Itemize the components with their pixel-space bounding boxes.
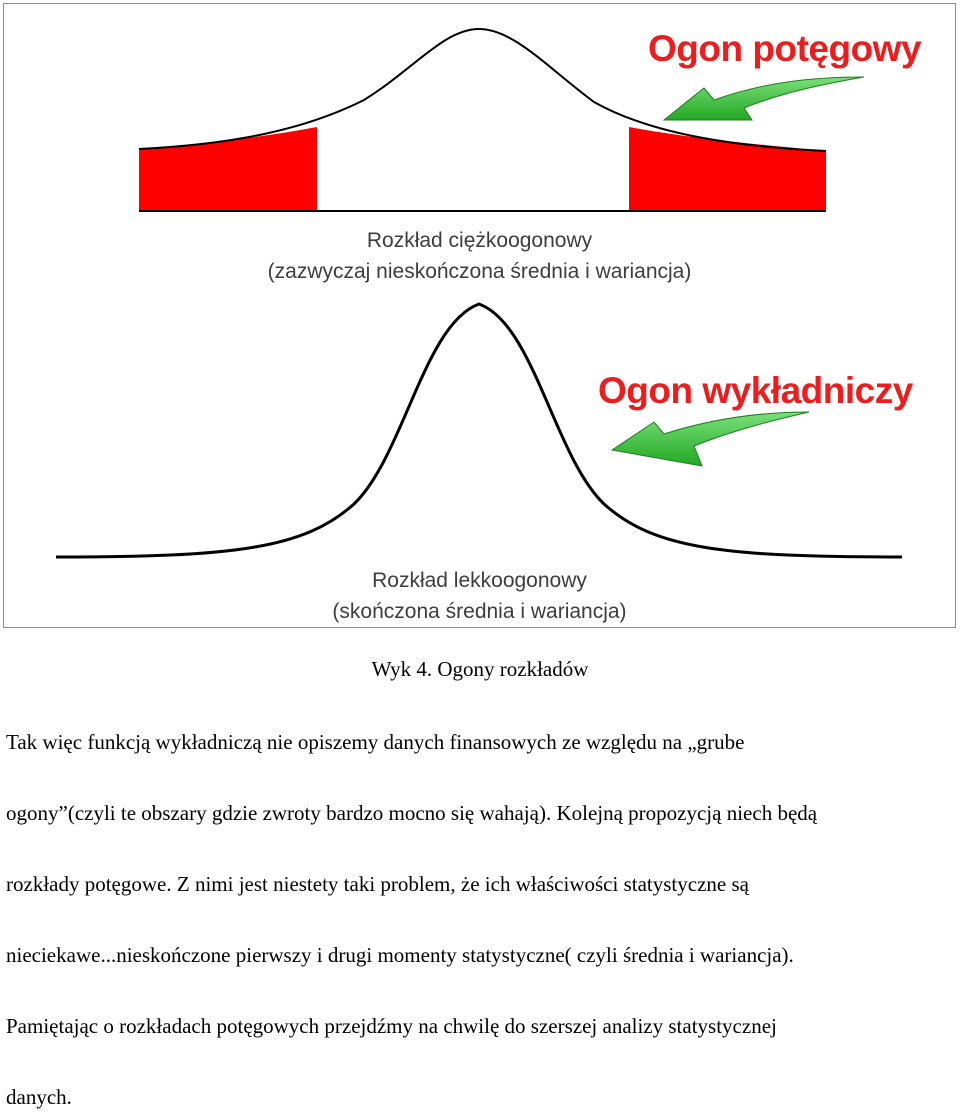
heavy-tail-curve bbox=[138, 27, 827, 152]
tails-illustration bbox=[55, 27, 903, 559]
arrow-icon bbox=[662, 76, 865, 121]
arrow-icon bbox=[610, 411, 810, 467]
heavy-tail-caption-line2: (zazwyczaj nieskończona średnia i warian… bbox=[267, 260, 692, 283]
light-tail-caption-line2: (skończona średnia i wariancja) bbox=[332, 600, 627, 623]
paragraph-line: rozkłady potęgowe. Z nimi jest niestety … bbox=[6, 872, 749, 896]
paragraph-line: Tak więc funkcją wykładniczą nie opiszem… bbox=[6, 730, 745, 754]
light-tail-title: Ogon wykładniczy bbox=[598, 370, 913, 411]
light-tail-curve bbox=[55, 302, 903, 559]
heavy-tail-title: Ogon potęgowy bbox=[648, 28, 922, 69]
paragraph-line: nieciekawe...nieskończone pierwszy i dru… bbox=[6, 943, 794, 967]
figure-caption: Wyk 4. Ogony rozkładów bbox=[371, 657, 589, 681]
right-heavy-tail-fill bbox=[629, 127, 826, 211]
light-tail-caption-line1: Rozkład lekkoogonowy bbox=[372, 569, 587, 592]
paragraph-line: ogony”(czyli te obszary gdzie zwroty bar… bbox=[6, 801, 818, 825]
heavy-tail-caption-line1: Rozkład ciężkoogonowy bbox=[366, 229, 593, 252]
paragraph-line: Pamiętając o rozkładach potęgowych przej… bbox=[6, 1014, 777, 1038]
left-heavy-tail-fill bbox=[139, 127, 317, 211]
distribution-figure: Ogon potęgowy Rozkład ciężkoogonowy (zaz… bbox=[3, 3, 956, 628]
paragraph-line: danych. bbox=[6, 1085, 72, 1109]
